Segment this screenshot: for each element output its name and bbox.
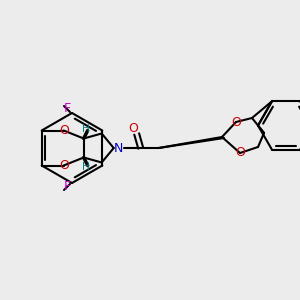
Text: F: F	[63, 181, 70, 194]
Text: H: H	[82, 161, 90, 172]
Text: O: O	[59, 159, 69, 172]
Text: O: O	[128, 122, 138, 134]
Text: O: O	[231, 116, 241, 128]
Text: N: N	[114, 142, 123, 154]
Text: H: H	[82, 124, 90, 134]
Text: O: O	[235, 146, 245, 160]
Text: F: F	[63, 103, 70, 116]
Text: O: O	[59, 124, 69, 137]
